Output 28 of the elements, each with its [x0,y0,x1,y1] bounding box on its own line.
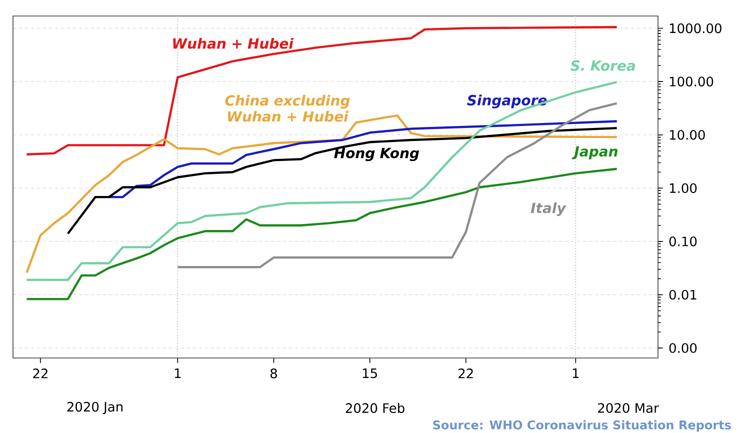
text: Italy [530,202,566,216]
line-series [26,80,618,281]
y-tick-label: 100.00 [670,76,714,86]
x-tick-label: 8 [270,368,277,378]
x-tick-label: 1 [174,368,181,378]
series-label: China excluding Wuhan + Hubei [225,94,350,122]
y-tick-label: 0.01 [669,290,696,300]
series-label: Wuhan + Hubei [173,38,294,49]
line-series [26,168,618,300]
series-label: Hong Kong [334,148,420,162]
y-tick-label: 1000.00 [670,23,722,34]
x-tick-label: 22 [33,368,48,378]
x-tick-label: 22 [458,368,473,378]
x-tick-label: 15 [362,368,377,378]
series-label: Singapore [467,94,547,108]
text: 2020 Mar [598,403,659,413]
y-tick-label: 10.00 [670,130,705,140]
text: 2020 Feb [346,402,404,414]
series-label: Japan [572,146,618,160]
line-series [66,126,618,235]
y-tick-label: 1.00 [670,183,697,194]
y-tick-label: 0.10 [669,236,697,246]
line-series [108,120,618,198]
y-tick-label: 0.00 [669,343,697,353]
source-note: Source: WHO Coronavirus Situation Reports [433,420,731,432]
text: 2020 Jan [67,402,123,414]
series-label: S. Korea [570,60,636,71]
x-tick-label: 1 [572,368,579,378]
